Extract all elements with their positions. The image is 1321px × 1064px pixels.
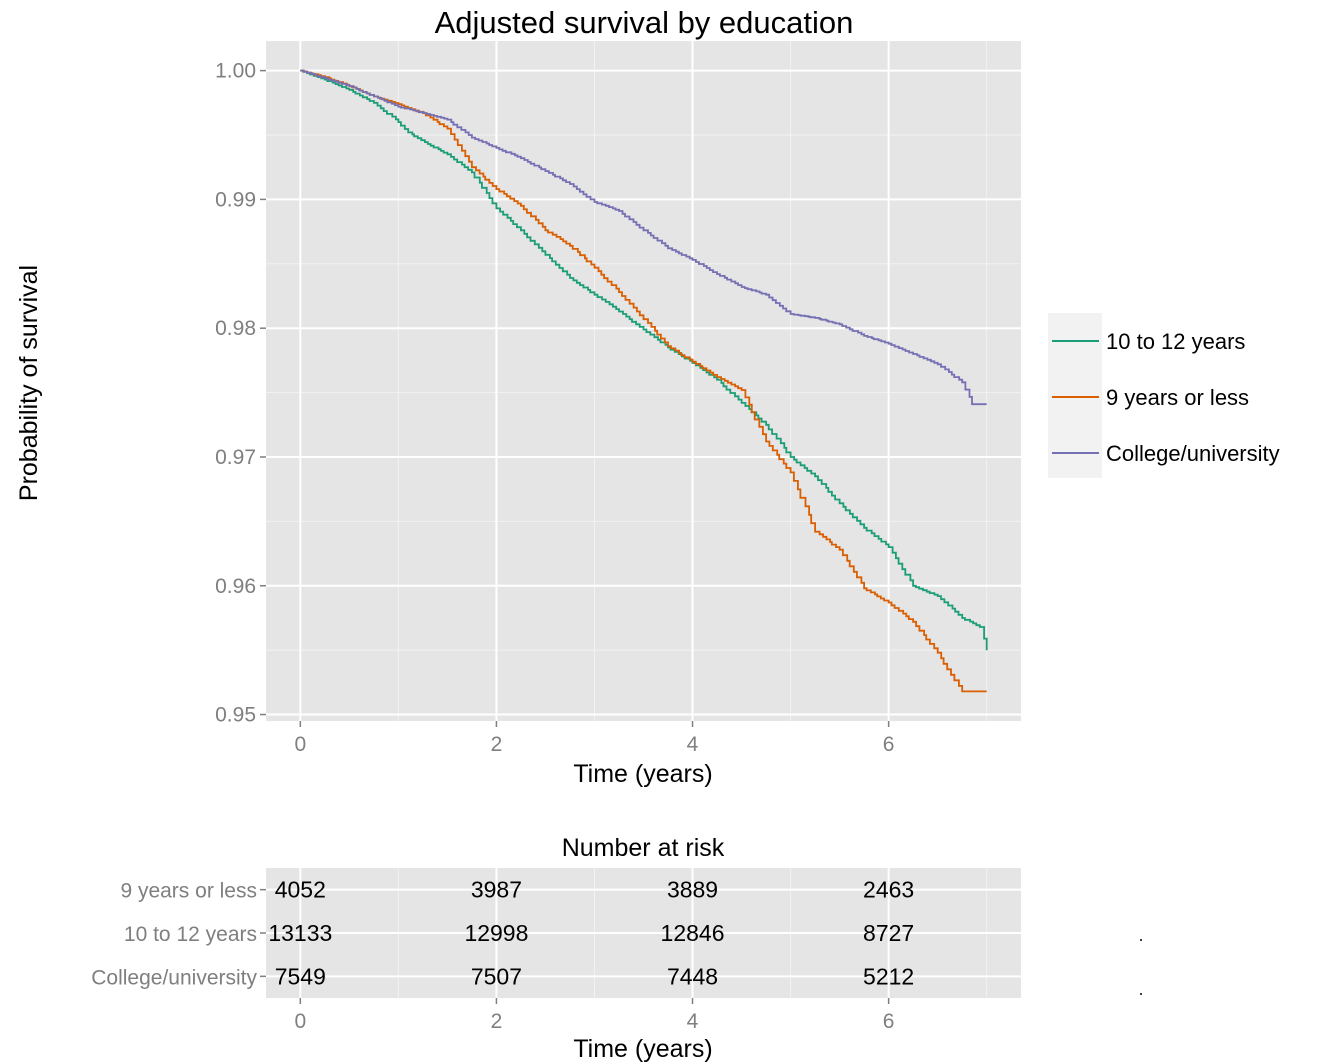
risk-x-tick-label: 2 (491, 1010, 503, 1033)
chart-title: Adjusted survival by education (435, 5, 854, 40)
x-tick-label: 0 (294, 733, 306, 756)
legend-label: College/university (1106, 441, 1280, 466)
y-tick-label: 0.95 (215, 704, 256, 727)
legend-label: 10 to 12 years (1106, 329, 1245, 354)
risk-x-axis: 0 2 4 6 (294, 998, 894, 1033)
legend: 10 to 12 years 9 years or less College/uni… (1048, 313, 1280, 478)
risk-value: 7448 (667, 963, 718, 989)
risk-table-title: Number at risk (562, 834, 725, 862)
risk-x-axis-title: Time (years) (573, 1035, 712, 1063)
y-tick-label: 0.97 (215, 446, 256, 469)
y-axis: 0.95 0.96 0.97 0.98 0.99 1.00 (215, 60, 266, 727)
risk-x-tick-label: 0 (294, 1010, 306, 1033)
risk-value: 13133 (268, 920, 332, 946)
risk-x-tick-label: 4 (687, 1010, 699, 1033)
risk-row-label: College/university (91, 966, 257, 989)
risk-value: 12846 (661, 920, 725, 946)
stray-dot (1140, 939, 1142, 941)
y-tick-label: 0.96 (215, 575, 256, 598)
risk-value: 12998 (464, 920, 528, 946)
risk-value: 3889 (667, 877, 718, 903)
risk-value: 2463 (863, 877, 914, 903)
x-tick-label: 4 (687, 733, 699, 756)
stray-dot (1140, 993, 1142, 995)
x-tick-label: 2 (491, 733, 503, 756)
risk-row-label: 9 years or less (120, 880, 257, 903)
risk-grid-lines (266, 868, 1021, 998)
plot-panel (266, 41, 1021, 721)
risk-value: 4052 (275, 877, 326, 903)
y-tick-label: 0.98 (215, 317, 256, 340)
y-tick-label: 1.00 (215, 60, 256, 83)
risk-row-label: 10 to 12 years (124, 923, 257, 946)
number-at-risk-table: Number at risk 9 years or less 4052 3987 38… (91, 834, 1021, 1063)
risk-value: 3987 (471, 877, 522, 903)
y-axis-title: Probability of survival (15, 265, 43, 501)
series-line (300, 69, 988, 651)
risk-value: 7549 (275, 963, 326, 989)
risk-value: 7507 (471, 963, 522, 989)
risk-value: 5212 (863, 963, 914, 989)
x-axis: 0 2 4 6 (294, 721, 894, 756)
risk-values: 9 years or less 4052 3987 3889 2463 10 to 12 … (91, 877, 914, 990)
risk-value: 8727 (863, 920, 914, 946)
legend-label: 9 years or less (1106, 385, 1249, 410)
survival-plot: Adjusted survival by education 0.950.960… (15, 5, 1021, 788)
risk-x-tick-label: 6 (883, 1010, 895, 1033)
series-line (300, 69, 987, 406)
x-tick-label: 6 (883, 733, 895, 756)
series-lines (300, 69, 988, 693)
x-axis-title: Time (years) (573, 760, 712, 788)
y-tick-label: 0.99 (215, 188, 256, 211)
